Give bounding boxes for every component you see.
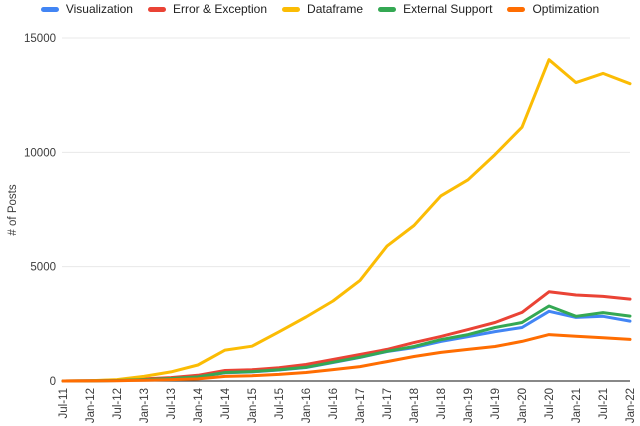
y-tick-label: 5000 xyxy=(30,262,56,274)
legend-item-external-support: External Support xyxy=(378,2,492,16)
x-tick-label: Jul-19 xyxy=(490,388,502,419)
x-tick-label: Jan-12 xyxy=(85,388,97,423)
legend-swatch-optimization xyxy=(507,6,526,12)
legend-item-optimization: Optimization xyxy=(507,2,599,16)
x-tick-label: Jan-20 xyxy=(517,388,529,423)
x-tick-label: Jul-12 xyxy=(112,388,124,419)
x-tick-label: Jul-13 xyxy=(166,388,178,419)
y-tick-label: 0 xyxy=(50,376,56,388)
x-tick-label: Jan-14 xyxy=(193,387,205,423)
x-tick-label: Jul-15 xyxy=(274,388,286,419)
x-tick-label: Jan-15 xyxy=(247,388,259,423)
legend-label: Error & Exception xyxy=(172,2,268,16)
legend-item-visualization: Visualization xyxy=(40,2,133,16)
x-tick-label: Jan-22 xyxy=(625,388,637,423)
x-tick-label: Jan-21 xyxy=(571,388,583,423)
series-line-optimization xyxy=(61,333,632,383)
legend-swatch-dataframe xyxy=(282,6,301,12)
legend-swatch-error-exception xyxy=(147,6,166,12)
legend-swatch-visualization xyxy=(40,6,59,12)
x-tick-label: Jul-21 xyxy=(598,388,610,419)
x-tick-label: Jul-17 xyxy=(382,388,394,419)
x-tick-label: Jul-16 xyxy=(328,388,340,419)
x-tick-label: Jul-11 xyxy=(58,388,70,418)
x-tick-label: Jan-19 xyxy=(463,388,475,423)
series-line-dataframe xyxy=(61,58,632,383)
legend-label: Visualization xyxy=(65,2,133,16)
legend-label: External Support xyxy=(403,2,493,16)
series-line-external-support xyxy=(61,304,632,383)
y-axis-title: # of Posts xyxy=(7,184,19,235)
legend-label: Optimization xyxy=(532,2,600,16)
x-tick-label: Jan-17 xyxy=(355,388,367,423)
legend-label: Dataframe xyxy=(307,2,364,16)
legend-item-dataframe: Dataframe xyxy=(282,2,363,16)
x-tick-label: Jul-20 xyxy=(544,388,556,419)
series-line-visualization xyxy=(61,309,632,383)
x-tick-label: Jan-18 xyxy=(409,388,421,423)
legend-item-error-exception: Error & Exception xyxy=(147,2,268,16)
chart-legend: Visualization Error & Exception Dataframe E… xyxy=(0,1,640,17)
x-tick-label: Jul-18 xyxy=(436,388,448,419)
x-tick-label: Jan-13 xyxy=(139,388,151,423)
y-tick-label: 15000 xyxy=(24,33,56,45)
y-tick-label: 10000 xyxy=(24,147,56,159)
x-tick-label: Jul-14 xyxy=(220,387,232,419)
x-tick-label: Jan-16 xyxy=(301,388,313,423)
legend-swatch-external-support xyxy=(378,6,397,12)
